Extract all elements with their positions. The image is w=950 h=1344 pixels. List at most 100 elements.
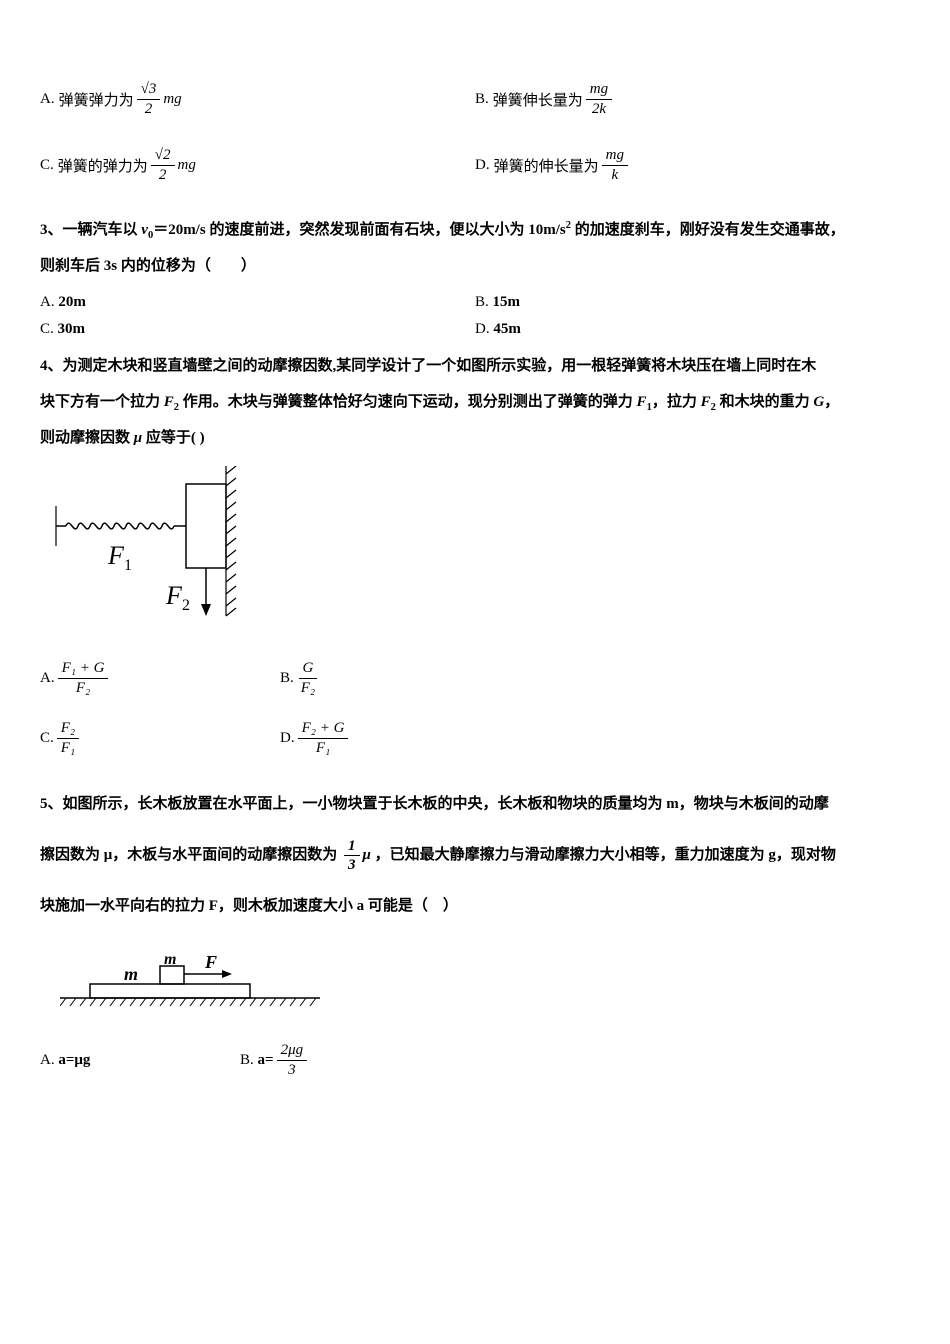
option-text: 弹簧弹力为 √3 2 mg [59, 80, 182, 118]
fraction: F₂ + G F₁ [298, 719, 349, 757]
option-label: A. [40, 1052, 55, 1069]
q5-line2a: 擦因数为 μ，木板与水平面间的动摩擦因数为 [40, 847, 337, 863]
q2-option-d: D. 弹簧的伸长量为 mg k [475, 146, 910, 184]
q4-f2b: F [701, 394, 711, 410]
q2-options-row1: A. 弹簧弹力为 √3 2 mg B. 弹簧伸长量为 mg 2k [40, 80, 910, 146]
q4-line1: 4、为测定木块和竖直墙壁之间的动摩擦因数,某同学设计了一个如图所示实验，用一根轻… [40, 358, 816, 374]
q5-option-b: B. a= 2μg 3 [240, 1041, 440, 1079]
fraction: √2 2 [151, 146, 175, 184]
q4-line2d: 和木块的重力 [716, 394, 814, 410]
q3-option-c: C. 30m [40, 321, 475, 338]
option-label: D. [475, 321, 490, 337]
frac-den: F₁ [57, 739, 79, 758]
frac-den: k [607, 166, 622, 185]
option-text: 弹簧的伸长量为 mg k [494, 146, 631, 184]
option-value: 20m [58, 294, 86, 310]
q5-stem: 5、如图所示，长木板放置在水平面上，一小物块置于长木板的中央，长木板和物块的质量… [40, 779, 910, 932]
frac-den: F₂ [297, 679, 319, 698]
frac-den: 2k [588, 100, 610, 119]
q3-options-row1: A. 20m B. 15m [40, 294, 910, 311]
q4-line2a: 块下方有一个拉力 [40, 394, 164, 410]
q5-diagram-svg: m m F [60, 954, 330, 1014]
option-label: D. [280, 730, 295, 747]
option-value: 45m [493, 321, 521, 337]
q4-line2b: 作用。木块与弹簧整体恰好匀速向下运动，现分别测出了弹簧的弹力 [179, 394, 637, 410]
q5-line3: 块施加一水平向右的拉力 F，则木板加速度大小 a 可能是（ ） [40, 898, 458, 914]
q3-text-d: 则刹车后 3s 内的位移为（ ） [40, 258, 256, 274]
fraction: mg k [602, 146, 628, 184]
option-prefix: 弹簧弹力为 [59, 89, 134, 110]
q4-stem: 4、为测定木块和竖直墙壁之间的动摩擦因数,某同学设计了一个如图所示实验，用一根轻… [40, 348, 910, 456]
fraction: F₁ + G F₂ [58, 659, 109, 697]
option-label: A. [40, 294, 55, 310]
q4-option-b: B. G F₂ [280, 659, 520, 697]
q4-line3a: 则动摩擦因数 [40, 430, 134, 446]
frac-num: mg [586, 80, 612, 100]
frac-den: F₁ [312, 739, 334, 758]
q4-options-row2: C. F₂ F₁ D. F₂ + G F₁ [40, 719, 520, 757]
option-prefix: 弹簧的伸长量为 [494, 155, 599, 176]
option-suffix: mg [178, 157, 196, 174]
q5-diagram: m m F [60, 954, 910, 1019]
frac-den: 3 [344, 856, 360, 875]
q4-line2c: ，拉力 [652, 394, 701, 410]
option-label: B. [475, 91, 489, 108]
svg-text:2: 2 [182, 597, 190, 614]
fraction: F₂ F₁ [57, 719, 79, 757]
q4-f1: F [637, 394, 647, 410]
q3-option-a: A. 20m [40, 294, 475, 311]
option-label: B. [280, 670, 294, 687]
fraction: G F₂ [297, 659, 319, 697]
fraction: mg 2k [586, 80, 612, 118]
option-prefix: 弹簧的弹力为 [58, 155, 148, 176]
q2-option-c: C. 弹簧的弹力为 √2 2 mg [40, 146, 475, 184]
option-label: B. [475, 294, 489, 310]
q4-line3b: 应等于( ) [142, 430, 205, 446]
frac-den: 2 [141, 100, 157, 119]
q3-text-a: 3、一辆汽车以 [40, 222, 141, 238]
option-label: C. [40, 321, 54, 337]
q5-line1: 5、如图所示，长木板放置在水平面上，一小物块置于长木板的中央，长木板和物块的质量… [40, 796, 829, 812]
q5-option-a: A. a=μg [40, 1041, 240, 1079]
svg-text:m: m [124, 964, 138, 984]
q4-g: G [813, 394, 824, 410]
frac-num: F₂ + G [298, 719, 349, 739]
q4-diagram: F 1 F 2 [48, 466, 910, 631]
q4-line2e: ， [824, 394, 839, 410]
svg-text:F: F [107, 541, 125, 570]
q3-option-b: B. 15m [475, 294, 910, 311]
svg-text:1: 1 [124, 557, 132, 574]
q4-option-c: C. F₂ F₁ [40, 719, 280, 757]
q5-mu: μ [363, 847, 371, 863]
q3-option-d: D. 45m [475, 321, 910, 338]
fraction: √3 2 [137, 80, 161, 118]
option-text: 弹簧的弹力为 √2 2 mg [58, 146, 196, 184]
frac-num: mg [602, 146, 628, 166]
q2-option-a: A. 弹簧弹力为 √3 2 mg [40, 80, 475, 118]
frac-num: 1 [344, 837, 360, 857]
q2-option-b: B. 弹簧伸长量为 mg 2k [475, 80, 910, 118]
frac-num: F₁ + G [58, 659, 109, 679]
q3-text-b: 的速度前进，突然发现前面有石块，便以大小为 10m/s [206, 222, 566, 238]
fraction: 1 3 [344, 837, 360, 875]
frac-num: √2 [155, 147, 171, 163]
option-label: C. [40, 730, 54, 747]
q3-eq: ＝20m/s [153, 222, 206, 238]
q2-options-row2: C. 弹簧的弹力为 √2 2 mg D. 弹簧的伸长量为 mg k [40, 146, 910, 212]
frac-num: G [299, 659, 318, 679]
q4-options-row1: A. F₁ + G F₂ B. G F₂ [40, 659, 520, 697]
option-label: B. [240, 1052, 254, 1069]
option-value: 30m [58, 321, 86, 337]
q4-f2: F [164, 394, 174, 410]
option-prefix: a= [258, 1052, 274, 1069]
q4-diagram-svg: F 1 F 2 [48, 466, 248, 626]
q4-mu: μ [134, 430, 142, 446]
option-label: A. [40, 670, 55, 687]
q3-v: v [141, 222, 148, 238]
option-text: 弹簧伸长量为 mg 2k [493, 80, 615, 118]
q4-option-a: A. F₁ + G F₂ [40, 659, 280, 697]
svg-text:F: F [204, 954, 217, 972]
option-value: a=μg [58, 1052, 90, 1069]
q4-option-d: D. F₂ + G F₁ [280, 719, 520, 757]
option-label: D. [475, 157, 490, 174]
